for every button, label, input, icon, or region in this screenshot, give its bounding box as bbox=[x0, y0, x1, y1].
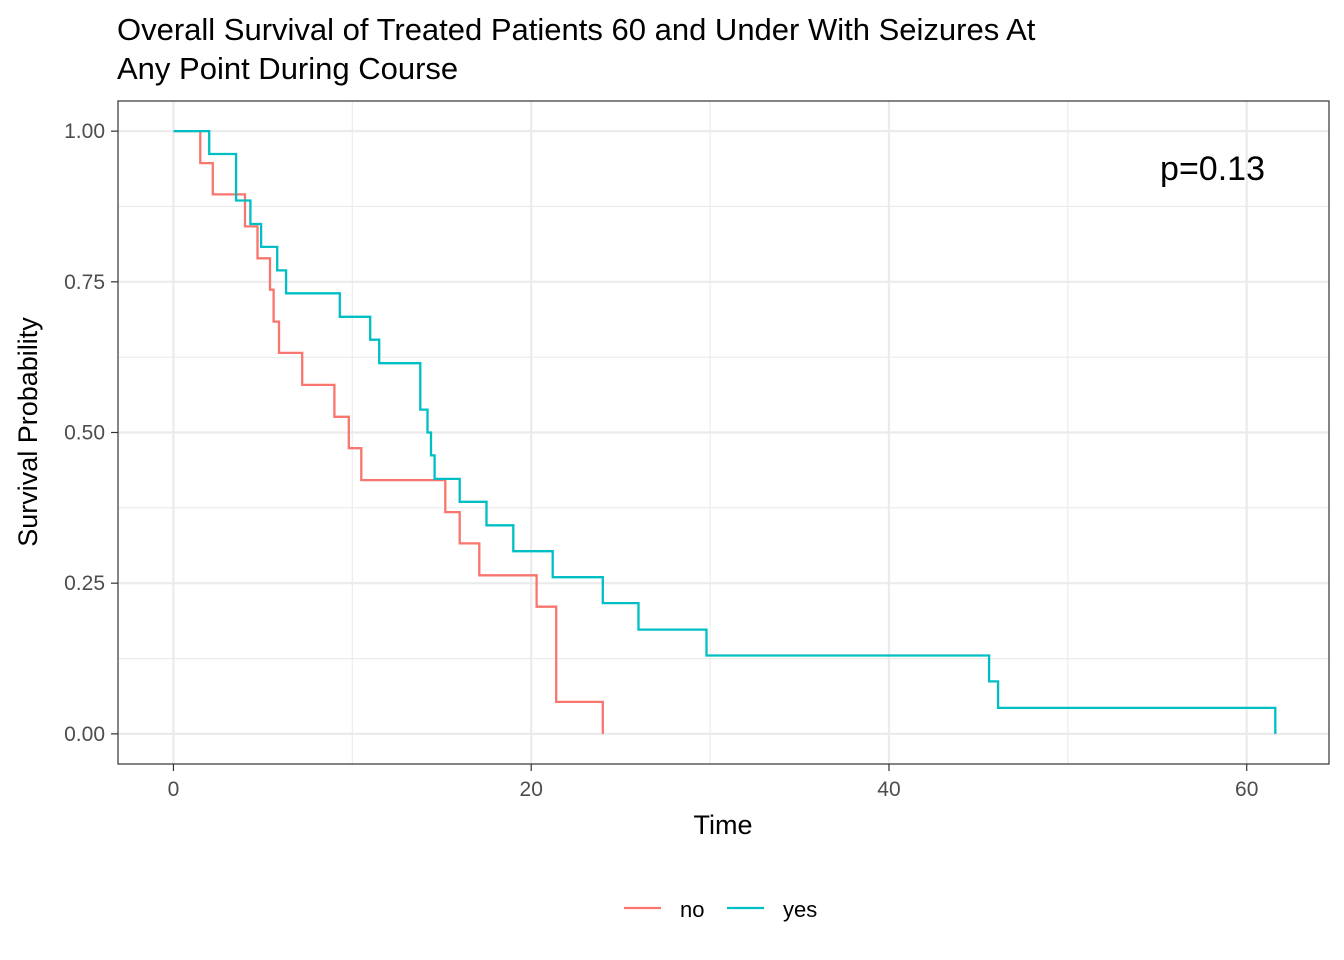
y-axis-ticks: 0.00 0.25 0.50 0.75 1.00 bbox=[64, 120, 118, 746]
x-tick-label: 60 bbox=[1235, 778, 1258, 801]
survival-curve-yes bbox=[173, 129, 1277, 734]
legend-label-yes: yes bbox=[783, 897, 817, 922]
y-tick-label: 1.00 bbox=[64, 120, 105, 143]
legend: no yes bbox=[624, 897, 817, 922]
survival-curves bbox=[173, 129, 1277, 734]
y-tick-label: 0.75 bbox=[64, 271, 105, 294]
p-value-annotation: p=0.13 bbox=[1160, 150, 1265, 188]
x-tick-label: 20 bbox=[520, 778, 543, 801]
y-tick-label: 0.25 bbox=[64, 572, 105, 595]
y-axis-title: Survival Probability bbox=[13, 317, 43, 547]
gridlines bbox=[118, 101, 1329, 764]
legend-label-no: no bbox=[680, 897, 704, 922]
y-tick-label: 0.50 bbox=[64, 422, 105, 445]
survival-curve-no bbox=[173, 129, 604, 734]
chart-title-line-2: Any Point During Course bbox=[117, 51, 458, 86]
x-axis-ticks: 0 20 40 60 bbox=[168, 764, 1258, 801]
y-tick-label: 0.00 bbox=[64, 723, 105, 746]
x-axis-title: Time bbox=[694, 810, 753, 840]
x-tick-label: 40 bbox=[877, 778, 900, 801]
x-tick-label: 0 bbox=[168, 778, 180, 801]
chart-title-line-1: Overall Survival of Treated Patients 60 … bbox=[117, 12, 1036, 47]
